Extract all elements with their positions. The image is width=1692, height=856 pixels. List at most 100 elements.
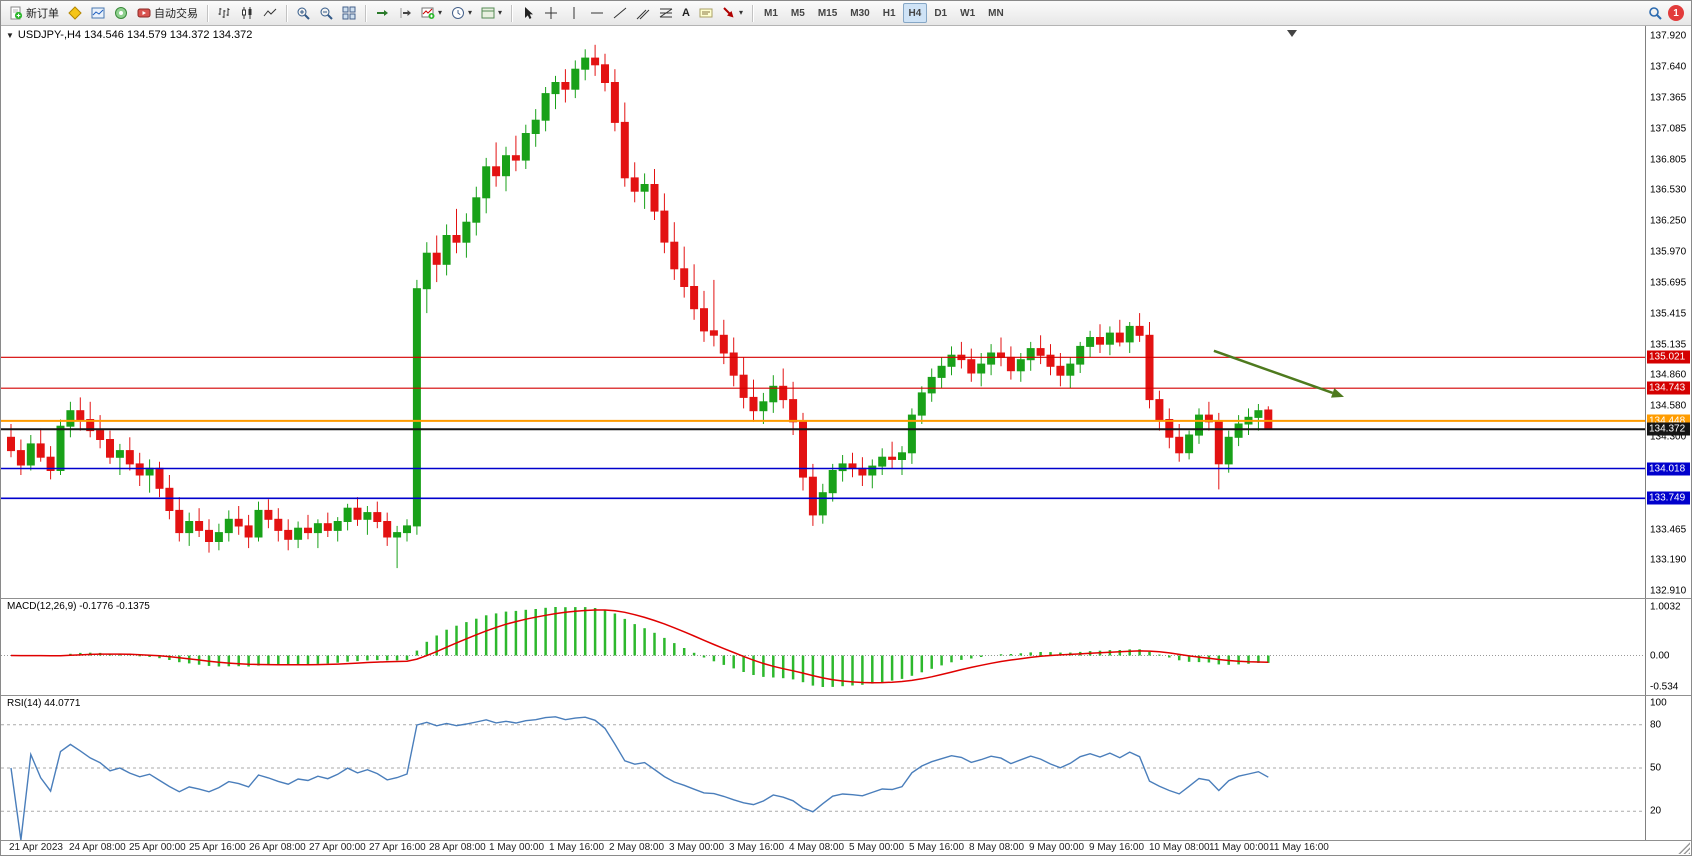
text-tool-button[interactable]: A (678, 3, 694, 23)
time-label: 8 May 08:00 (969, 842, 1025, 853)
dropdown-caret-icon: ▾ (498, 8, 503, 17)
horizontal-line-icon (590, 6, 604, 20)
arrow-tool-icon (722, 6, 736, 20)
rsi-axis-label: 50 (1650, 762, 1662, 774)
timeframe-m5[interactable]: M5 (785, 3, 811, 23)
price-tag: 134.018 (1647, 462, 1690, 475)
zoom-in-button[interactable] (292, 3, 314, 23)
timeframe-w1[interactable]: W1 (954, 3, 981, 23)
price-axis[interactable]: 137.920 137.640 137.365 137.085 136.805 136.5… (1645, 26, 1691, 598)
price-axis-label: 133.465 (1650, 524, 1687, 536)
price-axis-label: 135.970 (1650, 246, 1687, 258)
bar-chart-button[interactable] (213, 3, 235, 23)
autotrading-icon (137, 6, 151, 20)
macd-label: MACD(12,26,9) -0.1776 -0.1375 (7, 601, 150, 612)
chart-title: USDJPY-,H4 134.546 134.579 134.372 134.3… (17, 29, 253, 41)
timeframe-m1[interactable]: M1 (758, 3, 784, 23)
metaeditor-button[interactable] (64, 3, 86, 23)
toolbar-separator (511, 4, 513, 22)
price-axis-label: 132.910 (1650, 585, 1687, 597)
timeframe-h4[interactable]: H4 (902, 3, 928, 23)
rsi-chart[interactable] (1, 696, 1645, 840)
terminal-icon (114, 6, 128, 20)
candlestick-chart[interactable] (1, 26, 1645, 598)
autotrading-button[interactable]: 自动交易 (133, 3, 202, 23)
rsi-axis-label: 100 (1650, 697, 1667, 709)
line-chart-icon (263, 6, 277, 20)
candlestick-icon (240, 6, 254, 20)
panel-divider (1, 840, 1691, 841)
new-order-icon (9, 6, 23, 20)
price-axis-label: 136.530 (1650, 184, 1687, 196)
templates-dropdown[interactable]: ▾ (477, 3, 506, 23)
panel-divider[interactable] (1, 695, 1691, 696)
trendline-tool-button[interactable] (609, 3, 631, 23)
tile-windows-button[interactable] (338, 3, 360, 23)
rsi-axis-label: 80 (1650, 719, 1662, 731)
market-watch-icon (91, 6, 105, 20)
toolbar-separator (207, 4, 208, 22)
time-label: 11 May 00:00 (1209, 842, 1269, 853)
time-label: 3 May 16:00 (729, 842, 785, 853)
time-label: 27 Apr 16:00 (369, 842, 426, 853)
macd-chart[interactable] (1, 599, 1645, 695)
toolbar-separator (286, 4, 287, 22)
cursor-tool-button[interactable] (517, 3, 539, 23)
line-chart-button[interactable] (259, 3, 281, 23)
text-label-tool-button[interactable] (695, 3, 717, 23)
chart-shift-button[interactable] (394, 3, 416, 23)
text-label-icon (699, 6, 713, 20)
time-label: 1 May 00:00 (489, 842, 545, 853)
time-label: 1 May 16:00 (549, 842, 605, 853)
rsi-axis[interactable]: 100 80 50 20 (1645, 696, 1691, 840)
price-axis-label: 133.190 (1650, 554, 1687, 566)
macd-axis[interactable]: 1.0032 0.00 -0.534 (1645, 599, 1691, 695)
notification-badge[interactable]: 1 (1668, 5, 1684, 21)
autotrading-label: 自动交易 (154, 8, 198, 20)
timeframe-h1[interactable]: H1 (877, 3, 902, 23)
timeframe-mn[interactable]: MN (982, 3, 1010, 23)
arrows-dropdown[interactable]: ▾ (718, 3, 747, 23)
zoom-out-icon (319, 6, 333, 20)
vertical-line-tool-button[interactable] (563, 3, 585, 23)
timeframe-d1[interactable]: D1 (928, 3, 953, 23)
toolbar-separator (752, 4, 754, 22)
equidistant-channel-tool-button[interactable] (632, 3, 654, 23)
one-click-trading-toggle[interactable]: ▼ (6, 30, 14, 40)
zoom-in-icon (296, 6, 310, 20)
panel-divider[interactable] (1, 598, 1691, 599)
timeframe-m15[interactable]: M15 (812, 3, 843, 23)
candlestick-chart-button[interactable] (236, 3, 258, 23)
time-label: 2 May 08:00 (609, 842, 665, 853)
periods-dropdown[interactable]: ▾ (447, 3, 476, 23)
bar-chart-icon (217, 6, 231, 20)
price-tag: 134.743 (1647, 381, 1690, 395)
crosshair-tool-button[interactable] (540, 3, 562, 23)
chart-title-row: ▼ USDJPY-,H4 134.546 134.579 134.372 134… (6, 29, 252, 41)
rsi-panel: RSI(14) 44.0771 (1, 696, 1645, 840)
terminal-button[interactable] (110, 3, 132, 23)
new-order-button[interactable]: 新订单 (5, 3, 63, 23)
market-watch-button[interactable] (87, 3, 109, 23)
auto-scroll-button[interactable] (371, 3, 393, 23)
resize-grip[interactable] (1677, 841, 1690, 854)
macd-axis-label: -0.534 (1650, 681, 1679, 693)
timeframe-m30[interactable]: M30 (844, 3, 875, 23)
fibonacci-tool-button[interactable] (655, 3, 677, 23)
time-label: 11 May 16:00 (1269, 842, 1329, 853)
search-icon[interactable] (1648, 6, 1662, 20)
time-label: 25 Apr 16:00 (189, 842, 246, 853)
time-axis[interactable]: 21 Apr 2023 24 Apr 08:00 25 Apr 00:00 25 Ap… (1, 841, 1645, 855)
main-chart-panel: ▼ USDJPY-,H4 134.546 134.579 134.372 134… (1, 26, 1645, 598)
price-axis-label: 135.695 (1650, 277, 1687, 289)
crosshair-icon (544, 6, 558, 20)
horizontal-line-tool-button[interactable] (586, 3, 608, 23)
new-order-label: 新订单 (26, 8, 59, 20)
rsi-axis-label: 20 (1650, 805, 1662, 817)
time-label: 5 May 00:00 (849, 842, 905, 853)
toolbar-separator (365, 4, 366, 22)
time-label: 9 May 16:00 (1089, 842, 1145, 853)
zoom-out-button[interactable] (315, 3, 337, 23)
indicators-dropdown[interactable]: ▾ (417, 3, 446, 23)
